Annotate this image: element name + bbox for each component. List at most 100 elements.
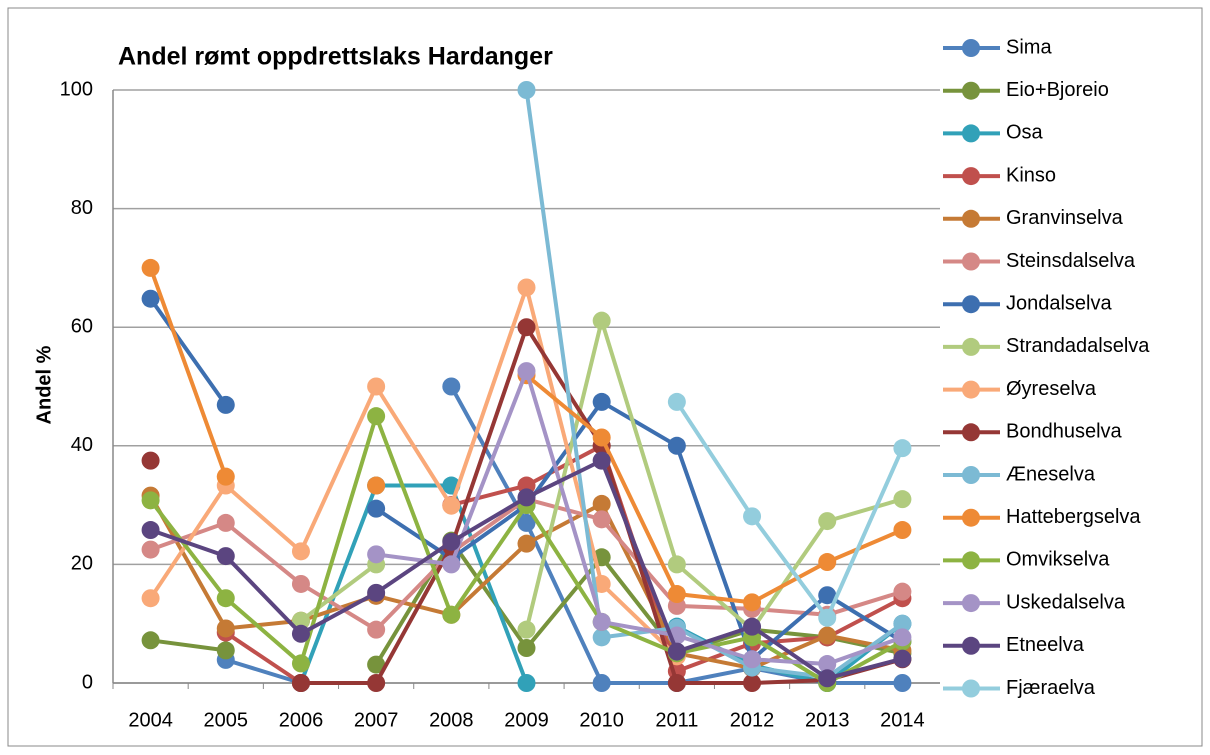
legend-label: Omvikselva bbox=[1006, 549, 1110, 571]
legend-marker bbox=[962, 209, 980, 228]
y-tick-label: 20 bbox=[71, 553, 93, 575]
data-point bbox=[667, 555, 686, 574]
x-tick-label: 2008 bbox=[429, 709, 474, 731]
data-point bbox=[141, 521, 160, 540]
legend-label: Osa bbox=[1006, 122, 1044, 144]
data-point bbox=[893, 521, 912, 540]
legend-marker bbox=[962, 124, 980, 143]
legend-marker bbox=[962, 81, 980, 100]
legend-label: Øyreselva bbox=[1006, 378, 1097, 400]
legend-marker bbox=[962, 636, 980, 655]
legend-marker bbox=[962, 380, 980, 399]
y-tick-label: 100 bbox=[60, 78, 93, 100]
data-point bbox=[216, 641, 235, 660]
data-point bbox=[216, 395, 235, 414]
legend-label: Kinso bbox=[1006, 164, 1056, 186]
data-point bbox=[893, 439, 912, 458]
data-point bbox=[743, 650, 762, 669]
data-point bbox=[592, 674, 611, 692]
data-point bbox=[141, 491, 160, 510]
data-point bbox=[592, 451, 611, 470]
y-tick-label: 0 bbox=[82, 671, 93, 693]
data-point bbox=[291, 542, 310, 561]
y-tick-label: 60 bbox=[71, 315, 93, 337]
data-point bbox=[893, 649, 912, 668]
data-point bbox=[517, 620, 536, 639]
data-point bbox=[818, 655, 837, 674]
legend-label: Etneelva bbox=[1006, 634, 1085, 656]
y-axis-label: Andel % bbox=[33, 345, 55, 424]
data-point bbox=[743, 674, 762, 692]
data-point bbox=[291, 654, 310, 673]
x-tick-label: 2005 bbox=[204, 709, 249, 731]
x-tick-label: 2014 bbox=[880, 709, 925, 731]
data-point bbox=[517, 513, 536, 532]
data-point bbox=[367, 499, 386, 518]
legend-marker bbox=[962, 337, 980, 356]
data-point bbox=[818, 553, 837, 572]
data-point bbox=[367, 377, 386, 396]
legend-label: Granvinselva bbox=[1006, 207, 1124, 229]
x-tick-label: 2006 bbox=[279, 709, 324, 731]
data-point bbox=[291, 574, 310, 593]
data-point bbox=[667, 674, 686, 692]
data-point bbox=[667, 585, 686, 604]
series-line bbox=[148, 267, 904, 605]
data-point bbox=[367, 545, 386, 564]
data-point bbox=[216, 513, 235, 532]
data-point bbox=[141, 451, 160, 470]
data-point bbox=[367, 583, 386, 602]
legend-marker bbox=[962, 508, 980, 527]
data-point bbox=[667, 436, 686, 455]
data-point bbox=[367, 476, 386, 495]
legend-marker bbox=[962, 167, 980, 186]
data-point bbox=[442, 532, 461, 551]
data-point bbox=[442, 555, 461, 574]
data-point bbox=[517, 362, 536, 381]
data-point bbox=[442, 605, 461, 624]
data-point bbox=[141, 540, 160, 559]
data-point bbox=[592, 494, 611, 513]
data-point bbox=[592, 510, 611, 529]
legend-label: Hattebergselva bbox=[1006, 506, 1141, 528]
data-point bbox=[893, 582, 912, 601]
data-point bbox=[592, 612, 611, 631]
legend-marker bbox=[962, 466, 980, 484]
x-tick-label: 2007 bbox=[354, 709, 399, 731]
data-point bbox=[592, 392, 611, 411]
data-point bbox=[517, 318, 536, 337]
legend-label: Bondhuselva bbox=[1006, 421, 1123, 443]
data-point bbox=[592, 428, 611, 447]
legend-marker bbox=[962, 423, 980, 442]
data-point bbox=[592, 628, 611, 647]
data-point bbox=[291, 611, 310, 630]
series-line bbox=[150, 538, 903, 666]
data-point bbox=[743, 617, 762, 636]
legend-label: Sima bbox=[1006, 36, 1052, 58]
data-point bbox=[517, 639, 536, 658]
legend-label: Eio+Bjoreio bbox=[1006, 79, 1109, 101]
data-point bbox=[291, 624, 310, 643]
data-point bbox=[216, 467, 235, 486]
data-point bbox=[141, 289, 160, 308]
data-point bbox=[517, 674, 536, 692]
data-point bbox=[818, 608, 837, 627]
chart-title: Andel rømt oppdrettslaks Hardanger bbox=[118, 43, 553, 71]
legend-label: Jondalselva bbox=[1006, 292, 1113, 314]
data-point bbox=[141, 589, 160, 608]
y-tick-label: 40 bbox=[71, 434, 93, 456]
data-point bbox=[893, 674, 912, 692]
data-point bbox=[818, 586, 837, 605]
data-point bbox=[517, 488, 536, 507]
data-point bbox=[743, 507, 762, 526]
data-point bbox=[442, 377, 461, 396]
series-line bbox=[148, 297, 904, 662]
data-point bbox=[517, 81, 536, 99]
data-point bbox=[141, 258, 160, 277]
data-point bbox=[517, 534, 536, 553]
data-point bbox=[667, 642, 686, 661]
legend-marker bbox=[962, 39, 980, 57]
data-point bbox=[818, 669, 837, 688]
legend-label: Strandadalselva bbox=[1006, 335, 1150, 357]
x-tick-label: 2010 bbox=[579, 709, 624, 731]
